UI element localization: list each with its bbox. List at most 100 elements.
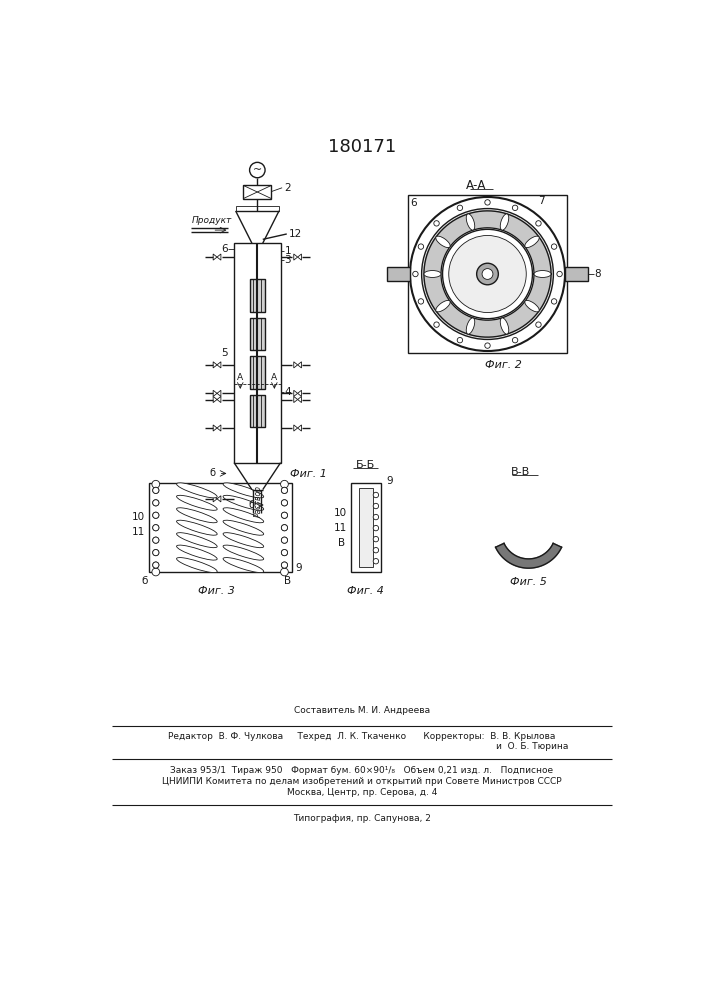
Bar bbox=[234, 243, 281, 463]
Ellipse shape bbox=[223, 520, 264, 535]
Text: 180171: 180171 bbox=[328, 138, 396, 156]
Circle shape bbox=[281, 512, 288, 518]
Circle shape bbox=[153, 537, 159, 543]
Bar bbox=[351, 483, 380, 572]
Text: Фиг. 5: Фиг. 5 bbox=[510, 577, 547, 587]
Circle shape bbox=[153, 500, 159, 506]
Text: Б-Б: Б-Б bbox=[356, 460, 375, 470]
Circle shape bbox=[513, 337, 518, 343]
Text: 11: 11 bbox=[132, 527, 145, 537]
Ellipse shape bbox=[177, 483, 217, 498]
Text: 10: 10 bbox=[132, 512, 144, 522]
Circle shape bbox=[153, 550, 159, 556]
Bar bbox=[149, 483, 292, 572]
Circle shape bbox=[153, 562, 159, 568]
Text: 9: 9 bbox=[387, 476, 393, 486]
Text: Типография, пр. Сапунова, 2: Типография, пр. Сапунова, 2 bbox=[293, 814, 431, 823]
Polygon shape bbox=[424, 211, 551, 337]
Ellipse shape bbox=[177, 558, 217, 573]
Circle shape bbox=[373, 536, 379, 542]
Polygon shape bbox=[213, 254, 217, 260]
Circle shape bbox=[153, 512, 159, 518]
Text: 12: 12 bbox=[289, 229, 303, 239]
Ellipse shape bbox=[177, 495, 217, 510]
Text: ~: ~ bbox=[252, 165, 262, 175]
Circle shape bbox=[536, 221, 541, 226]
Circle shape bbox=[373, 559, 379, 564]
Text: 4: 4 bbox=[284, 387, 291, 397]
Circle shape bbox=[419, 299, 423, 304]
Ellipse shape bbox=[525, 236, 539, 248]
Ellipse shape bbox=[525, 300, 539, 312]
Circle shape bbox=[250, 162, 265, 178]
Polygon shape bbox=[293, 362, 298, 368]
Text: А-А: А-А bbox=[466, 179, 486, 192]
Text: А: А bbox=[271, 373, 277, 382]
Circle shape bbox=[281, 487, 288, 493]
Circle shape bbox=[281, 500, 288, 506]
Polygon shape bbox=[213, 390, 217, 396]
Circle shape bbox=[457, 337, 462, 343]
Polygon shape bbox=[217, 396, 221, 403]
Circle shape bbox=[153, 525, 159, 531]
Text: 1: 1 bbox=[491, 263, 497, 273]
Circle shape bbox=[281, 487, 288, 493]
Text: 10: 10 bbox=[334, 508, 347, 518]
Ellipse shape bbox=[177, 520, 217, 535]
Bar bbox=[408, 195, 567, 353]
Polygon shape bbox=[293, 425, 298, 431]
Circle shape bbox=[153, 537, 159, 543]
Ellipse shape bbox=[501, 214, 509, 230]
Circle shape bbox=[551, 299, 557, 304]
Ellipse shape bbox=[436, 300, 450, 312]
Bar bbox=[250, 279, 265, 312]
Circle shape bbox=[281, 537, 288, 543]
Text: 11: 11 bbox=[334, 523, 347, 533]
Circle shape bbox=[281, 562, 288, 568]
Circle shape bbox=[153, 500, 159, 506]
Text: 9: 9 bbox=[296, 563, 302, 573]
Text: В-В: В-В bbox=[511, 467, 530, 477]
Polygon shape bbox=[213, 425, 217, 431]
Text: Раствор: Раствор bbox=[254, 485, 262, 517]
Circle shape bbox=[536, 322, 541, 327]
Polygon shape bbox=[293, 254, 298, 260]
Circle shape bbox=[281, 525, 288, 531]
Circle shape bbox=[153, 487, 159, 493]
Circle shape bbox=[281, 525, 288, 531]
Polygon shape bbox=[217, 496, 221, 502]
Circle shape bbox=[373, 547, 379, 553]
Polygon shape bbox=[293, 396, 298, 403]
Circle shape bbox=[477, 263, 498, 285]
Circle shape bbox=[557, 271, 562, 277]
Circle shape bbox=[419, 244, 423, 249]
Circle shape bbox=[153, 512, 159, 518]
Circle shape bbox=[281, 550, 288, 556]
Polygon shape bbox=[293, 390, 298, 396]
Circle shape bbox=[281, 480, 288, 488]
Polygon shape bbox=[213, 396, 217, 403]
Text: B: B bbox=[284, 576, 291, 586]
Circle shape bbox=[152, 568, 160, 576]
Ellipse shape bbox=[436, 236, 450, 248]
Circle shape bbox=[153, 562, 159, 568]
Text: B: B bbox=[338, 538, 345, 548]
Text: 7: 7 bbox=[539, 196, 545, 206]
Circle shape bbox=[434, 221, 439, 226]
Text: 8: 8 bbox=[595, 269, 601, 279]
Polygon shape bbox=[217, 390, 221, 396]
Ellipse shape bbox=[223, 483, 264, 498]
Polygon shape bbox=[298, 396, 301, 403]
Circle shape bbox=[485, 343, 490, 348]
Circle shape bbox=[373, 514, 379, 520]
Ellipse shape bbox=[534, 271, 551, 277]
Ellipse shape bbox=[223, 533, 264, 548]
Text: и  О. Б. Тюрина: и О. Б. Тюрина bbox=[496, 742, 569, 751]
Circle shape bbox=[421, 209, 554, 339]
Circle shape bbox=[281, 550, 288, 556]
Text: Редактор  В. Ф. Чулкова     Техред  Л. К. Ткаченко      Корректоры:  В. В. Крыло: Редактор В. Ф. Чулкова Техред Л. К. Ткач… bbox=[168, 732, 556, 741]
Bar bbox=[359, 488, 373, 567]
Bar bbox=[250, 318, 265, 350]
Ellipse shape bbox=[177, 508, 217, 523]
Polygon shape bbox=[217, 362, 221, 368]
